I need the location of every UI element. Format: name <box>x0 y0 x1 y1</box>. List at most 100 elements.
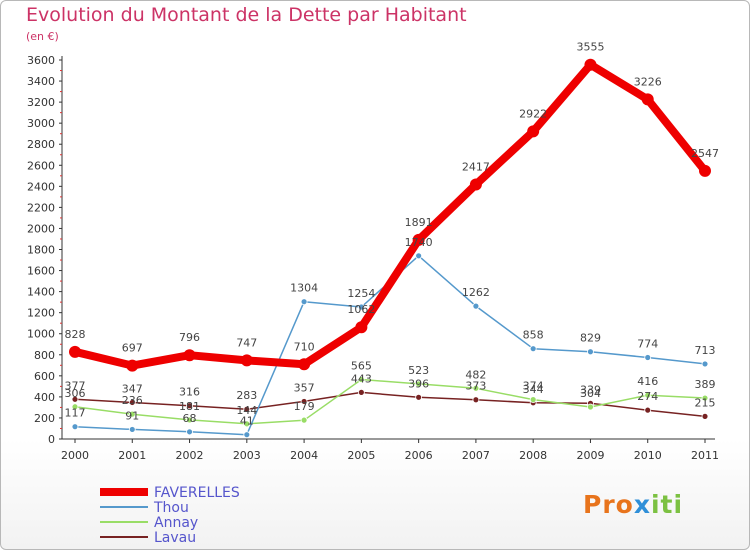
data-point <box>186 428 193 436</box>
data-point <box>415 252 423 260</box>
data-label: 482 <box>465 368 486 381</box>
x-tick-label: 2006 <box>405 449 433 462</box>
data-label: 3555 <box>576 41 604 54</box>
y-tick-label: 800 <box>34 349 55 362</box>
y-tick-label: 400 <box>34 391 55 404</box>
x-tick-label: 2003 <box>233 449 261 462</box>
data-point <box>701 412 709 420</box>
data-point <box>300 398 308 405</box>
data-label: 316 <box>179 386 200 399</box>
data-label: 347 <box>122 382 143 395</box>
data-label: 2547 <box>691 147 719 160</box>
data-point <box>412 233 425 246</box>
data-label: 2922 <box>519 107 547 120</box>
data-point <box>126 359 139 372</box>
data-label: 306 <box>65 387 86 400</box>
data-point <box>240 354 253 367</box>
data-label: 1262 <box>462 286 490 299</box>
data-label: 1740 <box>405 236 433 249</box>
data-point <box>587 403 594 411</box>
data-point <box>701 394 709 402</box>
series-line-faverelles <box>74 60 709 370</box>
data-label: 357 <box>294 381 315 394</box>
y-tick-label: 3200 <box>27 96 55 109</box>
data-point <box>128 410 136 418</box>
x-tick-label: 2007 <box>462 449 490 462</box>
data-point <box>71 395 79 403</box>
x-tick-label: 2010 <box>634 449 662 462</box>
data-label: 747 <box>236 336 257 349</box>
data-point <box>243 420 251 428</box>
y-tick-label: 600 <box>34 370 55 383</box>
chart-title: Evolution du Montant de la Dette par Hab… <box>26 4 467 26</box>
data-point <box>472 302 480 310</box>
data-point <box>469 178 482 191</box>
data-label: 828 <box>65 328 86 341</box>
data-point <box>128 399 136 406</box>
x-tick-label: 2000 <box>61 449 89 462</box>
legend-entry: Lavau <box>154 530 196 546</box>
legend-entry: Thou <box>153 500 189 516</box>
data-point <box>243 431 251 439</box>
y-tick-label: 1600 <box>27 265 55 278</box>
data-label: 858 <box>523 329 544 342</box>
data-point <box>415 393 423 401</box>
data-point <box>298 358 311 371</box>
y-tick-label: 2000 <box>27 222 55 235</box>
y-tick-label: 3400 <box>27 75 55 88</box>
logo-part-3: iti <box>650 490 684 519</box>
data-label: 443 <box>351 372 372 385</box>
logo-part-2: x <box>633 490 651 519</box>
data-point <box>300 298 308 306</box>
data-point <box>701 360 709 368</box>
data-point <box>641 93 654 106</box>
data-label: 2417 <box>462 161 490 174</box>
x-tick-label: 2005 <box>347 449 375 462</box>
data-label: 373 <box>465 380 486 393</box>
data-point <box>644 354 652 361</box>
data-point <box>128 426 136 433</box>
series-line-annay <box>74 378 706 425</box>
data-label: 41 <box>240 415 254 428</box>
data-label: 344 <box>523 383 544 396</box>
data-label: 283 <box>236 389 257 402</box>
data-point <box>300 416 308 424</box>
x-tick-label: 2011 <box>691 449 719 462</box>
chart-subtitle: (en €) <box>26 30 59 43</box>
data-label: 181 <box>179 400 200 413</box>
y-tick-label: 2400 <box>27 180 55 193</box>
y-tick-label: 2800 <box>27 138 55 151</box>
proxiti-logo: Proxiti <box>583 490 683 519</box>
data-label: 1254 <box>347 287 375 300</box>
data-label: 1304 <box>290 282 318 295</box>
x-tick-label: 2009 <box>576 449 604 462</box>
data-label: 389 <box>695 378 716 391</box>
logo-part-1: Pro <box>583 490 634 519</box>
data-point <box>587 348 594 356</box>
data-point <box>69 345 81 358</box>
legend-entry: Annay <box>154 515 198 531</box>
data-point <box>243 405 251 413</box>
data-label: 68 <box>183 412 197 425</box>
data-label: 179 <box>294 400 315 413</box>
y-tick-label: 200 <box>34 412 55 425</box>
data-label: 236 <box>122 394 143 407</box>
data-point <box>644 391 652 399</box>
data-point <box>529 396 537 404</box>
y-tick-label: 1400 <box>27 286 55 299</box>
data-point <box>71 423 79 431</box>
data-label: 523 <box>408 364 429 377</box>
x-tick-label: 2008 <box>519 449 547 462</box>
data-point <box>415 380 423 388</box>
data-point <box>529 345 537 353</box>
data-point <box>527 125 540 138</box>
data-point <box>186 416 193 424</box>
data-label: 304 <box>580 387 601 400</box>
data-point <box>183 349 196 362</box>
data-label: 1062 <box>347 303 375 316</box>
data-label: 3226 <box>634 75 662 88</box>
data-label: 91 <box>125 409 139 422</box>
data-point <box>584 58 597 71</box>
